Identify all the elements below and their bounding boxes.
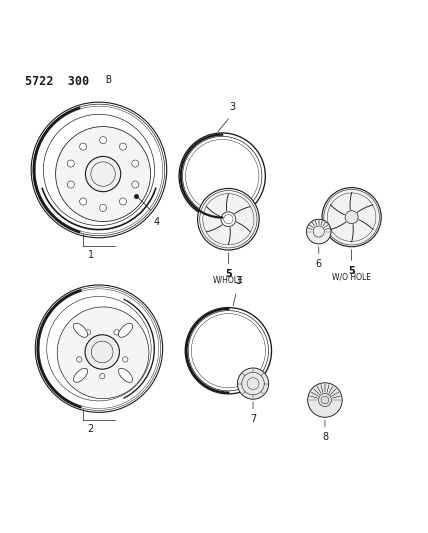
Circle shape: [122, 357, 128, 362]
Text: 4: 4: [154, 217, 160, 227]
Circle shape: [67, 181, 74, 188]
Circle shape: [119, 143, 127, 150]
Text: W/HOLE: W/HOLE: [213, 276, 244, 285]
Circle shape: [132, 181, 139, 188]
Circle shape: [132, 160, 139, 167]
Circle shape: [100, 136, 107, 144]
Circle shape: [119, 198, 127, 205]
Text: 3: 3: [235, 276, 242, 286]
Circle shape: [85, 335, 119, 369]
Circle shape: [318, 393, 332, 407]
Circle shape: [100, 205, 107, 212]
Circle shape: [221, 212, 236, 227]
Circle shape: [345, 211, 358, 224]
Circle shape: [77, 357, 82, 362]
Ellipse shape: [119, 323, 133, 337]
Text: 3: 3: [229, 102, 235, 111]
Ellipse shape: [74, 323, 88, 337]
Circle shape: [56, 127, 151, 222]
Text: 8: 8: [322, 432, 328, 442]
Circle shape: [86, 156, 121, 192]
Text: 7: 7: [250, 414, 256, 424]
Text: 2: 2: [88, 424, 94, 434]
Text: 5: 5: [348, 265, 355, 276]
Circle shape: [198, 189, 259, 250]
Circle shape: [238, 368, 269, 399]
Text: 1: 1: [88, 250, 94, 260]
Circle shape: [322, 188, 381, 247]
Circle shape: [114, 330, 119, 335]
Circle shape: [85, 330, 91, 335]
Text: 5722  300: 5722 300: [25, 76, 89, 88]
Text: B: B: [105, 76, 111, 85]
Circle shape: [57, 307, 149, 399]
Circle shape: [308, 383, 342, 417]
Text: 5: 5: [225, 269, 232, 279]
Circle shape: [67, 160, 74, 167]
Circle shape: [80, 143, 86, 150]
Circle shape: [100, 374, 105, 379]
Ellipse shape: [119, 368, 133, 382]
Circle shape: [80, 198, 86, 205]
Circle shape: [306, 219, 331, 244]
Ellipse shape: [74, 368, 88, 382]
Text: 6: 6: [316, 259, 322, 269]
Text: W/O HOLE: W/O HOLE: [332, 272, 371, 281]
